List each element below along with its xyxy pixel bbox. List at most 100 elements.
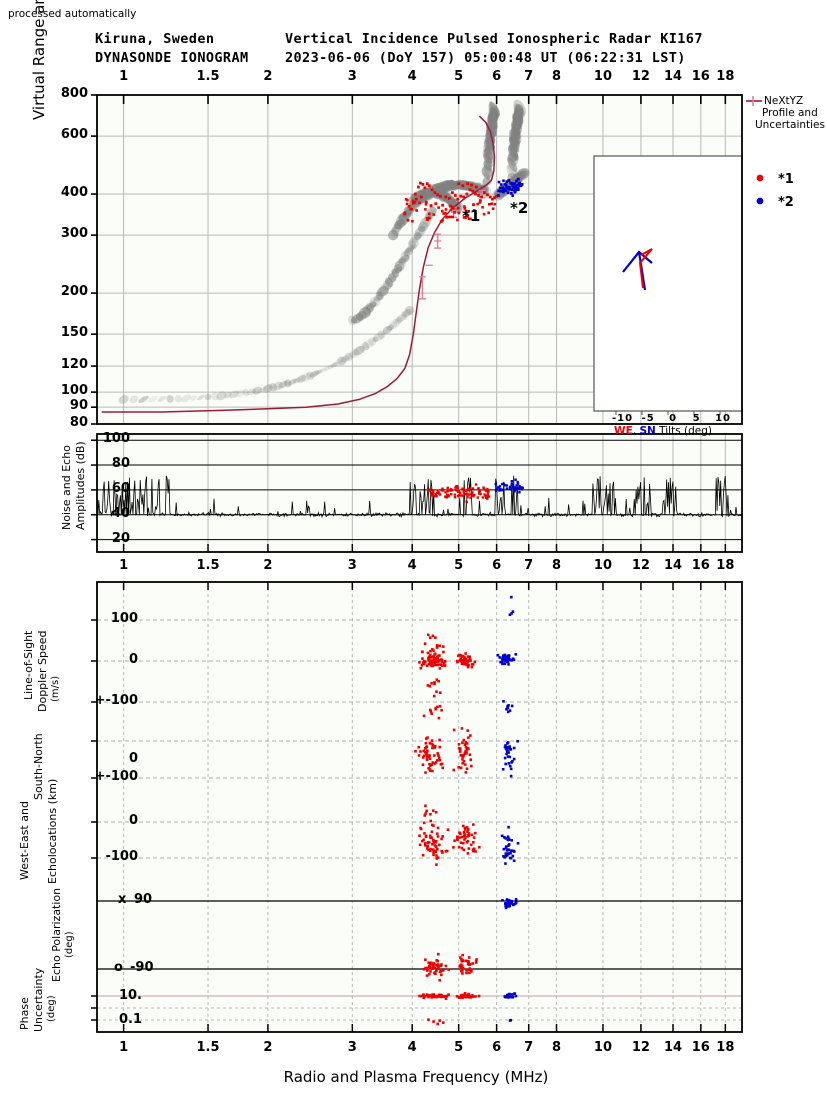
- xtick-mid: 16: [691, 558, 710, 573]
- tilts-caption-rest: Tilts (deg): [659, 425, 712, 437]
- xtick-mid: 14: [663, 558, 683, 573]
- xtick-bottom: 12: [631, 1040, 650, 1055]
- xtick-bottom: 16: [691, 1040, 710, 1055]
- annotation-star2: *2: [510, 199, 529, 217]
- xtick-bottom: 18: [716, 1040, 735, 1055]
- xtick-bottom: 1: [119, 1040, 129, 1055]
- y-axis-title-ionogram: Virtual Range and Real Height (km): [30, 0, 48, 120]
- xtick-mid: 10: [593, 558, 613, 573]
- y-axis-title-doppler-2: Doppler Speed: [36, 630, 49, 713]
- xtick-top: 8: [551, 69, 562, 84]
- ytick-pol-o-marker: o: [114, 960, 123, 975]
- lower-panel-points: [414, 595, 520, 1026]
- ytick-amplitude: 100: [102, 431, 130, 447]
- y-axis-title-amp-2: Amplitudes (dB): [74, 441, 87, 530]
- echo-points-mode2: [496, 177, 524, 197]
- y-axis-title-doppler-3: (m/s): [50, 675, 61, 702]
- xtick-mid: 4: [407, 558, 417, 573]
- xtick-mid: 3: [347, 558, 357, 573]
- ytick-ionogram: 400: [60, 185, 88, 201]
- xtick-mid: 12: [631, 558, 650, 573]
- tilts-tick-3: 5: [692, 413, 701, 424]
- xtick-top: 3: [347, 69, 357, 84]
- tilts-tick-1: -5: [641, 413, 655, 424]
- xtick-bottom: 14: [663, 1040, 683, 1055]
- xtick-top: 2: [263, 69, 273, 84]
- ytick-amplitude: 80: [111, 456, 130, 472]
- y-axis-title-amp-1: Noise and Echo: [60, 445, 73, 530]
- legend-profile: NeXtYZ: [764, 95, 803, 107]
- xtick-bottom: 6: [492, 1040, 502, 1055]
- ytick-pol-minus90: -90: [130, 960, 154, 975]
- ytick-lower: 0: [128, 652, 138, 667]
- site-name: Kiruna, Sweden: [95, 31, 215, 47]
- xtick-mid: 8: [551, 558, 562, 573]
- ytick-lower: 0: [128, 751, 138, 766]
- xtick-mid: 5: [454, 558, 464, 573]
- processed-note: processed automatically: [8, 8, 137, 20]
- xtick-top: 10: [593, 69, 613, 84]
- xtick-top: 5: [454, 69, 464, 84]
- xtick-top: 1.5: [196, 69, 220, 84]
- ytick-amplitude: 20: [111, 530, 130, 546]
- ytick-ionogram: 200: [60, 284, 88, 300]
- tilts-xticks: -10 -5 0 5 10: [612, 413, 731, 424]
- xtick-bottom: 8: [551, 1040, 562, 1055]
- y-axis-title-pol-2: (deg): [64, 931, 75, 958]
- nextyz-profile-curve: [101, 115, 496, 413]
- record-datetime: 2023-06-06 (DoY 157) 05:00:48 UT (06:22:…: [285, 50, 686, 66]
- xtick-mid: 7: [524, 558, 534, 573]
- xtick-bottom: 3: [347, 1040, 357, 1055]
- ytick-pol-90: 90: [134, 892, 153, 907]
- echo-points-mode1: [403, 181, 499, 223]
- ytick-phase-01: 0.1: [118, 1012, 142, 1027]
- legend-mode1-dot: [756, 174, 764, 182]
- ytick-ionogram: 300: [60, 226, 88, 242]
- xtick-mid: 6: [492, 558, 502, 573]
- ytick-ionogram: 120: [60, 357, 88, 373]
- record-kind: DYNASONDE IONOGRAM: [95, 50, 249, 66]
- y-axis-title-doppler-1: Line-of-Sight: [22, 630, 35, 700]
- y-axis-title-we: West-East and: [18, 801, 31, 880]
- tilts-tick-0: -10: [612, 413, 634, 424]
- ytick-lower: +-100: [94, 693, 138, 708]
- xtick-mid: 1.5: [196, 558, 220, 573]
- y-axis-title-echoloc: Echolocations (km): [46, 778, 59, 884]
- tilts-caption-sn: SN: [639, 425, 656, 437]
- tilts-caption-we: WE: [614, 425, 633, 437]
- y-axis-title-phase-2: Uncertainty: [32, 967, 45, 1032]
- xtick-top: 4: [407, 69, 417, 84]
- y-axis-title-sn: South-North: [32, 733, 45, 800]
- ytick-ionogram: 100: [60, 383, 88, 399]
- x-axis-title: Radio and Plasma Frequency (MHz): [283, 1068, 549, 1086]
- xtick-bottom: 5: [454, 1040, 464, 1055]
- xtick-top: 7: [524, 69, 534, 84]
- y-axis-title-phase-3: (deg): [46, 995, 57, 1022]
- ytick-ionogram: 90: [69, 398, 88, 414]
- xtick-bottom: 2: [263, 1040, 273, 1055]
- xtick-mid: 1: [119, 558, 129, 573]
- ytick-phase-10: 10.: [118, 988, 142, 1003]
- tilts-caption: WE, SN Tilts (deg): [614, 425, 712, 437]
- ytick-amplitude: 40: [111, 505, 130, 521]
- xtick-bottom: 1.5: [196, 1040, 220, 1055]
- annotation-star1: *1: [462, 207, 481, 225]
- xtick-mid: 18: [716, 558, 735, 573]
- legend-profile-line2: Profile and: [762, 107, 818, 119]
- ytick-ionogram: 80: [69, 415, 88, 430]
- legend-mode1-label: *1: [778, 172, 794, 187]
- xtick-bottom: 4: [407, 1040, 417, 1055]
- ytick-amplitude: 60: [111, 480, 130, 496]
- tilts-caption-sep: ,: [632, 425, 637, 437]
- xtick-top: 12: [631, 69, 650, 84]
- tilts-tick-2: 0: [669, 413, 678, 424]
- tilts-tick-4: 10: [715, 413, 731, 424]
- y-axis-title-phase-1: Phase: [18, 997, 31, 1030]
- ytick-lower: -100: [105, 849, 138, 864]
- ytick-ionogram: 800: [60, 86, 88, 101]
- noise-trace: [96, 475, 742, 518]
- ytick-pol-x-marker: x: [118, 892, 127, 907]
- legend-profile-line1: NeXtYZ: [764, 95, 804, 107]
- ytick-ionogram: 150: [60, 325, 88, 341]
